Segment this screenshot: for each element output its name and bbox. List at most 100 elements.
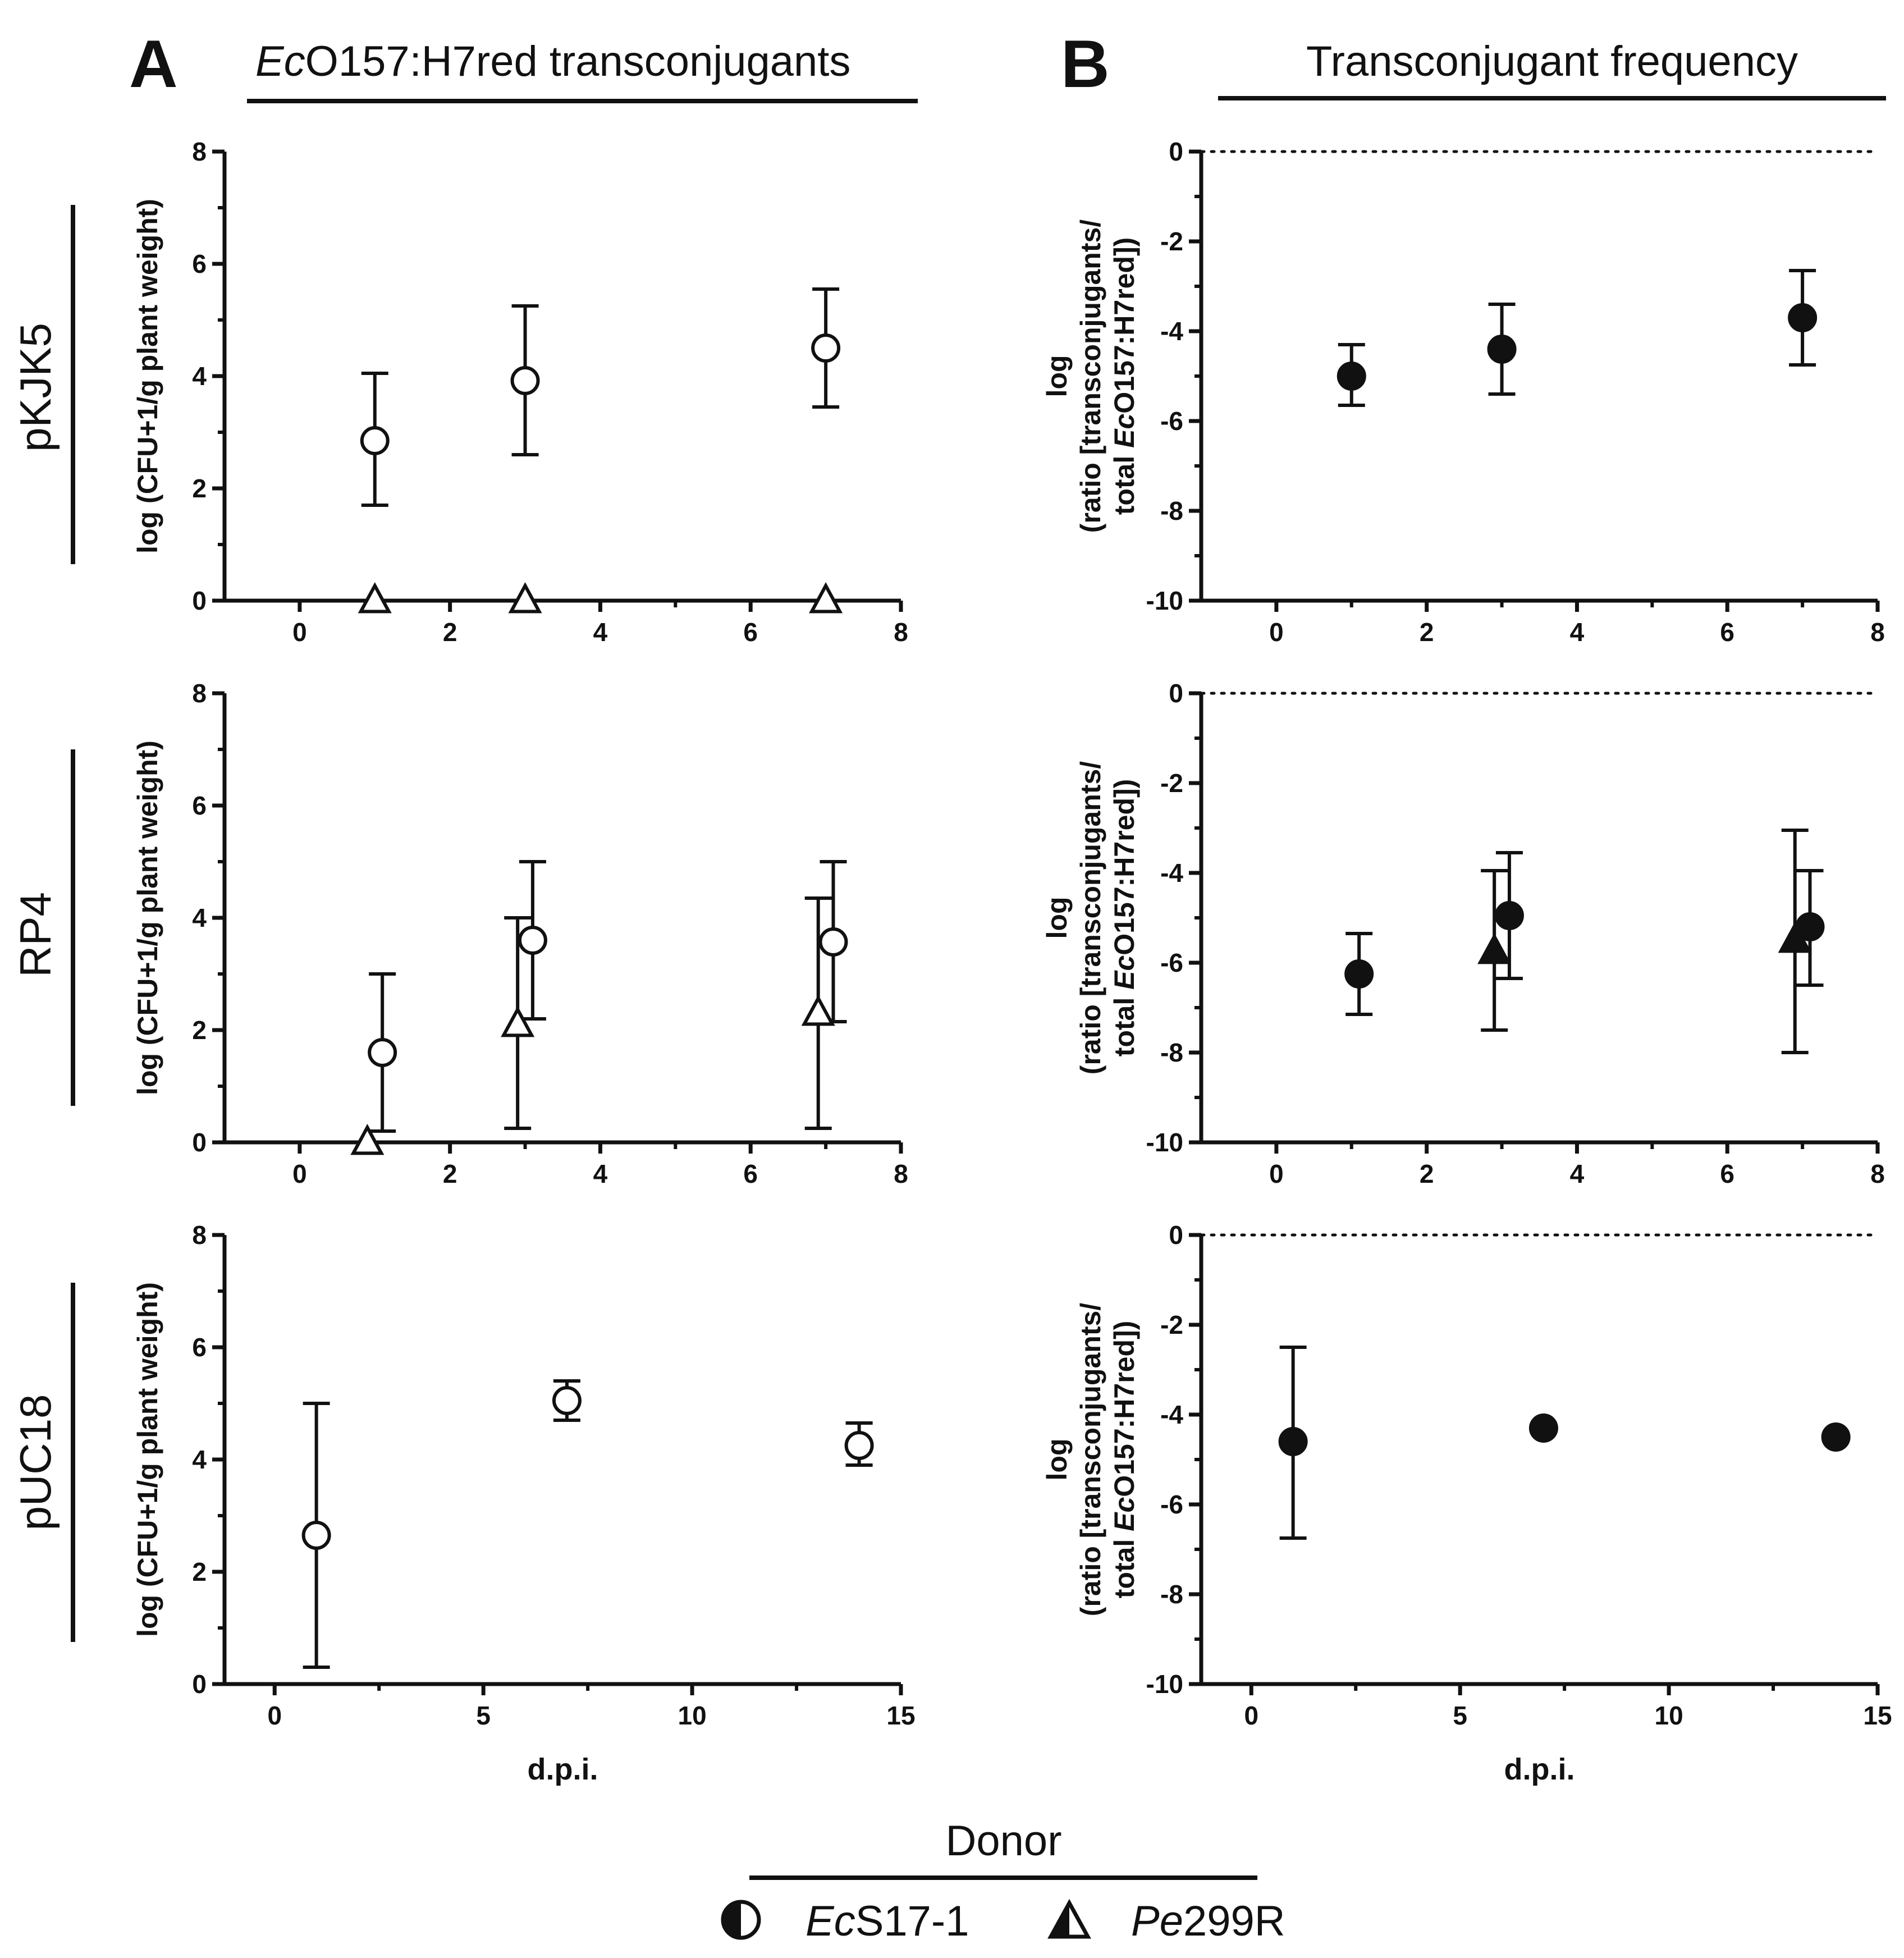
y-axis-label-rest: O157:H7red]) [1109,237,1140,414]
data-point-circle [301,1521,331,1550]
legend-label-ecs17: EcS17-1 [805,1897,969,1945]
legend-marker-circle-half [721,1900,761,1940]
y-axis-label-line: total [1109,1531,1140,1598]
y-axis-label-italic: Ec [1109,1497,1140,1531]
y-axis-label-line: total [1109,448,1140,515]
y-tick-label: 4 [192,362,207,391]
y-tick-label: -8 [1160,1038,1183,1067]
x-tick-label: 4 [593,1159,608,1188]
data-point-circle [1528,1413,1558,1443]
y-tick-label: -8 [1160,496,1183,525]
data-point-triangle [809,582,843,614]
y-axis-label-line: log [1041,355,1073,397]
chart-a-puc18: 0 2 4 6 8 0 5 10 15 log (CFU+1/g plant weight) d.p… [132,1220,916,1786]
data-point-triangle [508,582,542,614]
y-tick-label: -6 [1160,1490,1183,1519]
x-tick-label: 8 [1870,1159,1885,1188]
y-tick-label: 6 [192,791,207,820]
legend-label-pe299r-italic: Pe [1131,1897,1183,1945]
data-point-circle [368,1038,397,1067]
x-tick-label: 15 [1863,1701,1892,1730]
x-tick-label: 8 [894,1159,908,1188]
data-point-circle [518,926,547,955]
data-point-triangle [350,1124,385,1155]
data-point-circle [1788,303,1818,332]
y-tick-label: 8 [192,137,207,166]
row-label-puc18: pUC18 [11,1394,60,1531]
y-axis-label: log(ratio [transconjugants/total EcO157:… [1041,761,1140,1074]
y-tick-label: 0 [1169,1220,1183,1250]
chart-b-pkjk5: 0 -2 -4 -6 -8 -10 0 2 4 6 8 log(ratio [transconjuga… [1041,137,1885,647]
y-tick-label: 4 [192,1445,207,1474]
x-tick-label: 15 [886,1701,915,1730]
x-tick-label: 2 [443,617,457,647]
legend: Donor EcS17-1 Pe299R [721,1817,1285,1945]
x-tick-label: 0 [292,617,307,647]
y-axis-label-italic: Ec [1109,955,1140,990]
y-tick-label: 2 [192,474,207,503]
y-tick-label: 6 [192,249,207,278]
y-axis-label-line: (ratio [transconjugants/ [1075,219,1106,533]
x-axis-label: d.p.i. [528,1753,598,1786]
chart-a-rp4: 0 2 4 6 8 0 2 4 6 8 log (CFU+1/g plant weight) [132,679,908,1188]
row-label-pkjk5: pKJK5 [11,323,60,452]
y-axis-label: log (CFU+1/g plant weight) [132,199,163,553]
x-tick-label: 0 [1269,1159,1284,1188]
y-tick-label: -6 [1160,406,1183,436]
y-axis-label: log(ratio [transconjugants/total EcO157:… [1041,219,1140,533]
y-tick-label: 0 [192,1669,207,1699]
y-tick-label: -10 [1146,1128,1183,1157]
y-tick-label: -10 [1146,586,1183,615]
x-tick-label: 6 [743,1159,758,1188]
y-axis-label-rest: O157:H7red]) [1109,1321,1140,1497]
data-point-triangle [358,582,392,614]
chart-b-puc18: 0 -2 -4 -6 -8 -10 0 5 10 15 log(ratio [transconjug… [1041,1220,1892,1786]
y-tick-label: -4 [1160,1400,1183,1429]
y-axis-label-line: total [1109,990,1140,1056]
y-tick-label: 0 [1169,137,1183,166]
y-tick-label: -2 [1160,768,1183,798]
y-tick-label: -4 [1160,858,1183,887]
data-point-circle [510,366,540,395]
x-tick-label: 6 [743,617,758,647]
panel-b-letter: B [1061,26,1110,102]
y-tick-label: 8 [192,1220,207,1250]
x-tick-label: 6 [1720,1159,1734,1188]
legend-label-pe299r: Pe299R [1131,1897,1285,1945]
data-point-triangle [1778,922,1812,953]
y-tick-label: -6 [1160,948,1183,977]
x-axis-label: d.p.i. [1504,1753,1575,1786]
y-axis-label: log (CFU+1/g plant weight) [132,740,163,1095]
data-point-circle [1278,1427,1308,1456]
x-tick-label: 4 [1570,1159,1585,1188]
x-tick-label: 0 [1269,617,1284,647]
legend-label-ecs17-italic: Ec [805,1897,855,1945]
panel-a-title-rest: O157:H7red transconjugants [305,38,851,85]
y-tick-label: 0 [192,586,207,615]
panel-a-letter: A [129,26,178,102]
legend-marker-triangle [1047,1898,1091,1939]
x-tick-label: 0 [267,1701,282,1730]
y-tick-label: 0 [192,1128,207,1157]
y-axis-label-italic: Ec [1109,414,1140,448]
legend-label-ecs17-rest: S17-1 [855,1897,969,1945]
x-tick-label: 8 [1870,617,1885,647]
data-point-circle [844,1431,874,1460]
y-axis-label-line: log [1041,897,1073,939]
data-point-circle [1821,1422,1851,1452]
panel-a-title: EcO157:H7red transconjugants [255,38,850,85]
x-tick-label: 2 [1420,1159,1434,1188]
legend-title: Donor [946,1817,1062,1865]
x-tick-label: 5 [1453,1701,1467,1730]
y-axis-label-line: log [1041,1439,1073,1481]
y-tick-label: 0 [1169,679,1183,708]
y-tick-label: -2 [1160,227,1183,256]
x-tick-label: 0 [1244,1701,1258,1730]
y-tick-label: -4 [1160,317,1183,346]
data-point-triangle [801,995,835,1026]
x-tick-label: 0 [292,1159,307,1188]
row-label-rp4: RP4 [11,892,60,977]
x-tick-label: 2 [1420,617,1434,647]
data-point-triangle [1477,933,1512,964]
data-point-circle [1344,959,1374,989]
